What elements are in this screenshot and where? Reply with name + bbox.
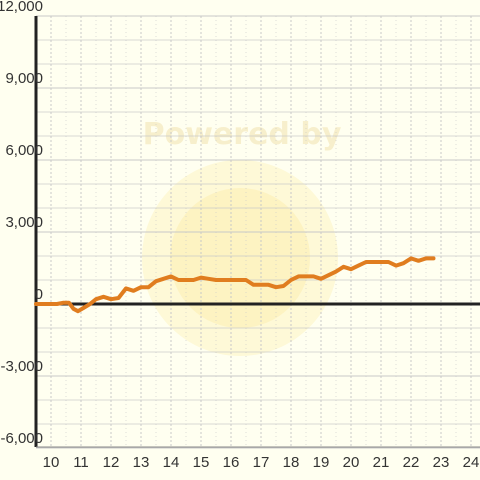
data-point: [395, 264, 397, 267]
axes: [34, 16, 480, 448]
data-point: [432, 257, 435, 260]
y-tick-label: 9,000: [5, 70, 43, 87]
data-point: [89, 303, 91, 305]
data-point: [425, 257, 427, 260]
data-point: [237, 279, 240, 281]
data-point: [215, 279, 217, 281]
y-tick-label: -6,000: [0, 430, 43, 447]
data-point: [230, 279, 232, 281]
data-point: [312, 275, 315, 278]
x-tick-label: 16: [223, 454, 240, 471]
y-tick-label: 12,000: [0, 0, 43, 15]
data-point: [327, 274, 330, 277]
data-point: [402, 262, 405, 265]
data-point: [305, 275, 307, 278]
x-tick-label: 19: [313, 454, 330, 471]
data-point: [68, 302, 70, 304]
x-tick-label: 23: [433, 454, 450, 471]
data-point: [342, 266, 345, 268]
x-tick-label: 13: [133, 454, 150, 471]
x-tick-label: 24: [463, 454, 480, 471]
data-point: [132, 290, 135, 292]
data-point: [95, 298, 97, 301]
x-tick-label: 17: [253, 454, 270, 471]
data-point: [410, 257, 412, 260]
data-point: [245, 279, 247, 281]
data-point: [77, 310, 79, 313]
data-point: [365, 261, 367, 263]
data-point: [335, 270, 337, 273]
data-point: [147, 286, 150, 289]
data-point: [72, 308, 75, 310]
x-tick-label: 11: [73, 454, 89, 471]
data-point: [35, 303, 37, 305]
data-point: [200, 276, 202, 279]
data-point: [56, 303, 58, 305]
data-point: [282, 285, 285, 287]
data-point: [320, 278, 322, 280]
data-point: [417, 260, 420, 262]
y-tick-label: 3,000: [5, 214, 43, 231]
y-tick-label: 6,000: [5, 142, 43, 159]
data-point: [162, 278, 165, 280]
data-point: [350, 268, 352, 271]
x-tick-label: 18: [283, 454, 300, 471]
data-point: [387, 261, 390, 263]
data-point: [380, 261, 382, 263]
grid: [36, 15, 480, 449]
watermark: Powered by: [142, 117, 342, 356]
watermark-inner-circle: [170, 188, 310, 328]
x-tick-label: 12: [103, 454, 120, 471]
data-point: [357, 264, 360, 267]
x-tick-label: 20: [343, 454, 360, 471]
series-group: [34, 256, 436, 314]
data-point: [290, 279, 292, 281]
data-point: [125, 287, 127, 290]
data-point: [260, 284, 262, 286]
data-point: [267, 284, 270, 286]
data-point: [140, 286, 142, 289]
data-point: [117, 297, 120, 299]
data-point: [207, 278, 210, 280]
data-point: [177, 279, 180, 281]
data-point: [222, 279, 225, 281]
data-point: [170, 275, 172, 278]
watermark-circle: [142, 160, 338, 356]
data-point: [83, 306, 85, 309]
data-point: [110, 298, 112, 301]
data-point: [372, 261, 375, 263]
data-point: [252, 284, 255, 286]
data-point: [102, 296, 105, 298]
data-point: [185, 279, 187, 281]
y-tick-label: 0: [35, 286, 43, 303]
x-tick-label: 21: [373, 454, 390, 471]
x-tick-label: 22: [403, 454, 420, 471]
data-point: [62, 302, 64, 304]
data-point: [155, 280, 157, 283]
watermark-text: Powered by: [143, 117, 342, 152]
data-point: [297, 275, 300, 278]
data-point: [275, 286, 277, 289]
x-tick-label: 15: [193, 454, 210, 471]
y-tick-label: -3,000: [0, 358, 43, 375]
x-tick-label: 10: [43, 454, 60, 471]
data-point: [50, 303, 52, 305]
x-tick-label: 14: [163, 454, 180, 471]
data-point: [192, 279, 195, 281]
